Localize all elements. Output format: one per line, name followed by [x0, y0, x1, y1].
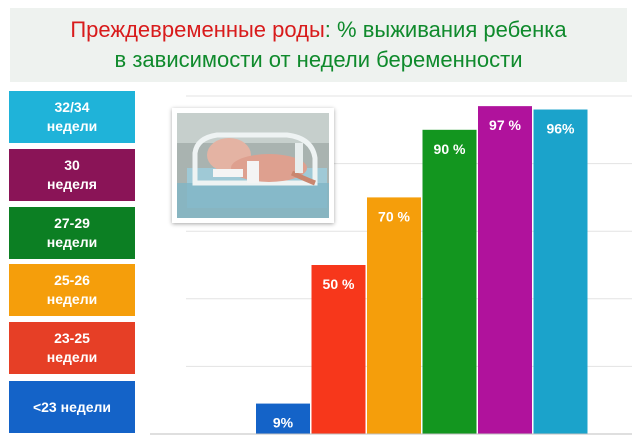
legend-item-27-29: 27-29 недели [9, 207, 135, 259]
bar-value-label-1: 9% [273, 415, 294, 431]
legend-item-32-34: 32/34 недели [9, 91, 135, 143]
bar-value-label-2: 50 % [323, 276, 355, 292]
bar-5 [478, 106, 532, 434]
legend-item-under-23: <23 недели [9, 381, 135, 433]
bar-value-label-5: 97 % [489, 117, 521, 133]
bars: 9% 50 % 70 % 90 % 97 % 96% [256, 106, 588, 435]
bar-value-label-6: 96% [546, 121, 575, 137]
legend-item-30: 30 неделя [9, 149, 135, 201]
title-part1: Преждевременные роды [70, 17, 325, 42]
bar-3 [367, 197, 421, 434]
bar-6 [533, 109, 588, 435]
bar-4 [422, 129, 477, 435]
bar-2 [311, 265, 366, 434]
title-line2: в зависимости от недели беременности [114, 47, 523, 72]
chart-title: Преждевременные роды: % выживания ребенк… [10, 8, 627, 82]
bar-value-label-3: 70 % [378, 208, 410, 224]
bar-value-label-4: 90 % [434, 141, 466, 157]
incubator-photo [172, 108, 334, 223]
legend-item-23-25: 23-25 недели [9, 322, 135, 374]
incubator-baby-image [177, 113, 329, 218]
legend-item-25-26: 25-26 недели [9, 264, 135, 316]
title-part2: : % выживания ребенка [324, 17, 567, 42]
bar-1 [256, 403, 310, 434]
